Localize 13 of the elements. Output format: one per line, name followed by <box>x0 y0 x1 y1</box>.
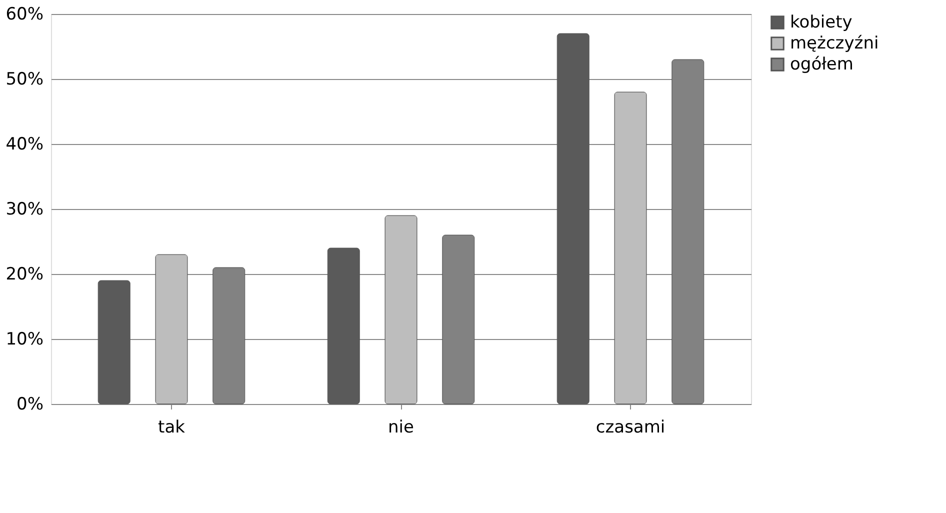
legend-label: kobiety <box>790 12 852 32</box>
y-tick-label: 10% <box>6 330 44 350</box>
y-tick-label: 50% <box>6 70 44 90</box>
x-tick-label: czasami <box>596 418 666 438</box>
legend-label: mężczyźni <box>790 34 879 54</box>
x-tick-label: tak <box>158 418 186 438</box>
y-tick-label: 30% <box>6 200 44 220</box>
legend-label: ogółem <box>790 54 854 74</box>
x-tick-label: nie <box>388 418 414 438</box>
y-tick-label: 60% <box>6 4 44 24</box>
y-tick-label: 20% <box>6 264 44 284</box>
y-tick-label: 0% <box>16 394 44 414</box>
y-tick-label: 40% <box>6 134 44 154</box>
